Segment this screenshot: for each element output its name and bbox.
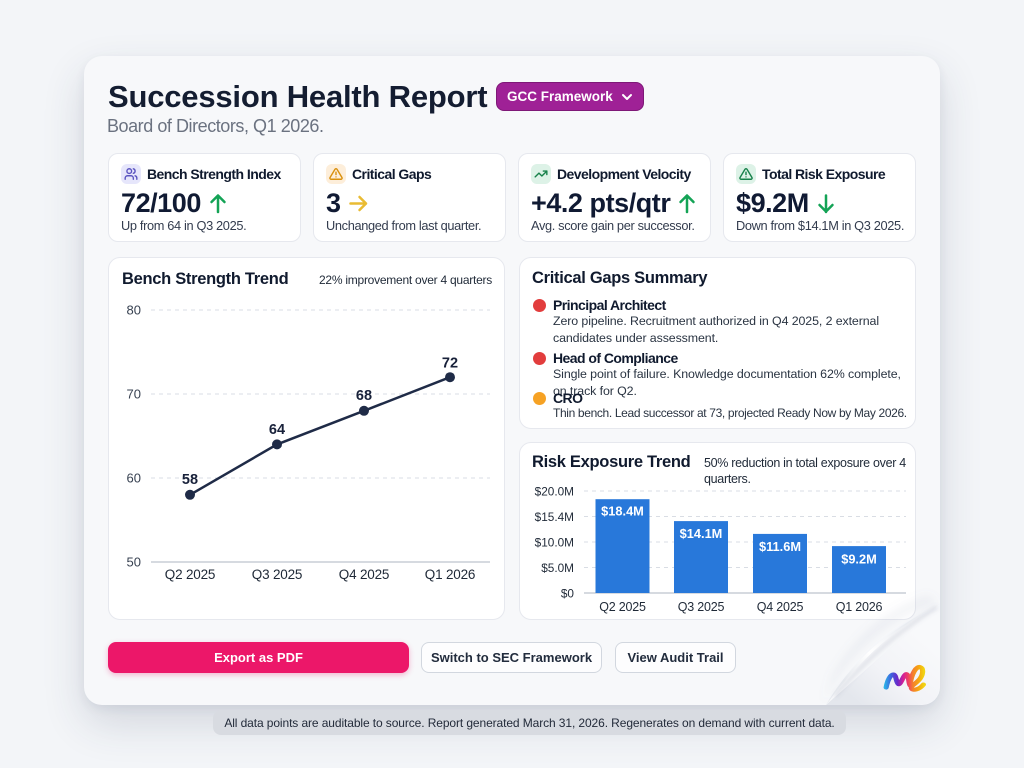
svg-text:$18.4M: $18.4M xyxy=(601,504,644,519)
svg-text:$10.0M: $10.0M xyxy=(535,536,574,550)
svg-text:80: 80 xyxy=(127,303,141,318)
svg-text:60: 60 xyxy=(127,471,141,486)
svg-text:50: 50 xyxy=(127,555,141,570)
svg-text:Q1 2026: Q1 2026 xyxy=(836,600,883,614)
svg-text:$0: $0 xyxy=(561,587,575,601)
svg-text:64: 64 xyxy=(269,422,285,438)
svg-text:58: 58 xyxy=(182,472,198,488)
svg-text:$15.4M: $15.4M xyxy=(535,510,574,524)
svg-text:72: 72 xyxy=(442,356,458,372)
svg-text:$9.2M: $9.2M xyxy=(841,552,877,567)
svg-text:Q1 2026: Q1 2026 xyxy=(425,567,475,582)
svg-text:$5.0M: $5.0M xyxy=(541,561,574,575)
svg-text:Q4 2025: Q4 2025 xyxy=(339,567,389,582)
svg-text:Q2 2025: Q2 2025 xyxy=(165,567,215,582)
svg-text:70: 70 xyxy=(127,387,141,402)
svg-text:Q2 2025: Q2 2025 xyxy=(599,600,646,614)
svg-text:$14.1M: $14.1M xyxy=(680,526,723,541)
svg-text:Q4 2025: Q4 2025 xyxy=(757,600,804,614)
svg-text:$20.0M: $20.0M xyxy=(535,485,574,499)
svg-text:Q3 2025: Q3 2025 xyxy=(678,600,725,614)
svg-text:Q3 2025: Q3 2025 xyxy=(252,567,302,582)
svg-text:$11.6M: $11.6M xyxy=(759,539,801,554)
svg-text:68: 68 xyxy=(356,388,372,404)
